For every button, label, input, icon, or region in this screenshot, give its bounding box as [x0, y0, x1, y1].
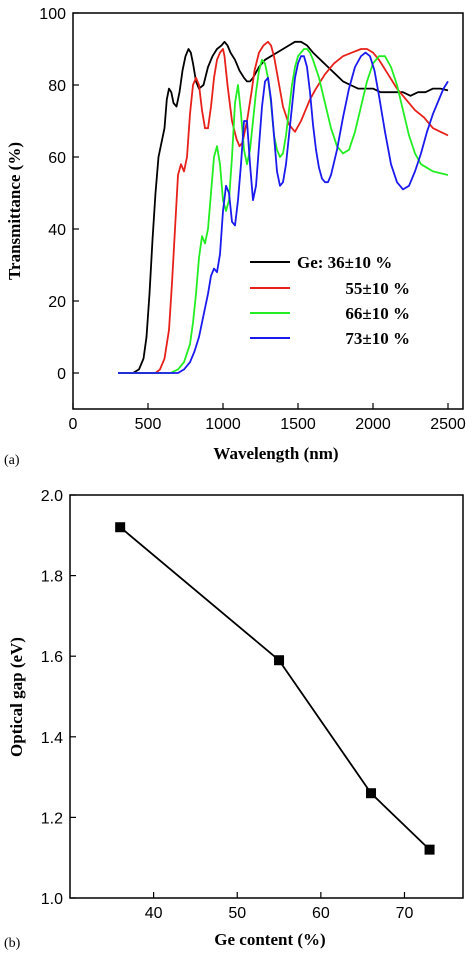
legend-label: Ge: 36±10 %	[297, 253, 392, 272]
optical-gap-chart: 40 50 60 70 1.0 1.2 1.4 1.6 1.8 2.0 Ge content (%…	[4, 488, 464, 951]
x-tick-label: 2500	[430, 416, 466, 433]
y-tick-label: 1.8	[41, 569, 63, 586]
series-line-3	[118, 51, 449, 374]
y-tick-label: 20	[48, 294, 66, 311]
y-tick-label: 1.0	[41, 891, 63, 908]
x-tick-label: 50	[228, 905, 246, 922]
series-line-0	[119, 526, 431, 851]
x-tick-label: 1500	[280, 416, 316, 433]
series-lines	[115, 522, 435, 855]
legend-label: 66±10 %	[345, 304, 410, 323]
x-axis-title: Wavelength (nm)	[213, 444, 338, 463]
x-tick-label: 2000	[355, 416, 391, 433]
data-point	[424, 844, 435, 855]
y-tick-label: 80	[48, 78, 66, 95]
transmittance-chart: 0 500 1000 1500 2000 2500 0 20 40 60 80 100 Wavelen…	[4, 6, 466, 468]
legend-label: 55±10 %	[345, 279, 410, 298]
panel-label-a: (a)	[4, 453, 20, 468]
panel-label-b: (b)	[4, 936, 21, 951]
legend: Ge: 36±10 % 55±10 % 66±10 % 73±10 %	[250, 253, 410, 348]
series-line-2	[118, 48, 449, 374]
y-tick-label: 40	[48, 222, 66, 239]
plot-frame	[72, 12, 464, 410]
data-point	[274, 655, 285, 666]
plot-frame	[69, 494, 464, 899]
x-tick-label: 1000	[205, 416, 241, 433]
y-tick-label: 1.2	[41, 810, 63, 827]
y-tick-label: 2.0	[41, 488, 63, 505]
data-point	[115, 522, 126, 533]
x-tick-label: 500	[135, 416, 162, 433]
x-tick-label: 40	[145, 905, 163, 922]
axis-ticks: 40 50 60 70 1.0 1.2 1.4 1.6 1.8 2.0	[41, 488, 414, 922]
y-tick-label: 1.4	[41, 730, 63, 747]
y-tick-label: 60	[48, 150, 66, 167]
x-tick-label: 60	[312, 905, 330, 922]
series-lines	[118, 40, 449, 374]
y-tick-label: 1.6	[41, 649, 63, 666]
y-tick-label: 100	[39, 6, 66, 23]
data-point	[366, 788, 377, 799]
x-axis-title: Ge content (%)	[214, 930, 325, 949]
series-line-0	[118, 40, 449, 374]
y-tick-label: 0	[57, 366, 66, 383]
y-axis-title: Optical gap (eV)	[7, 637, 26, 757]
legend-label: 73±10 %	[345, 329, 410, 348]
x-tick-label: 70	[396, 905, 414, 922]
x-tick-label: 0	[69, 416, 78, 433]
axis-ticks: 0 500 1000 1500 2000 2500 0 20 40 60 80 100	[39, 6, 466, 433]
y-axis-title: Transmittance (%)	[5, 142, 24, 280]
series-line-1	[118, 40, 449, 374]
